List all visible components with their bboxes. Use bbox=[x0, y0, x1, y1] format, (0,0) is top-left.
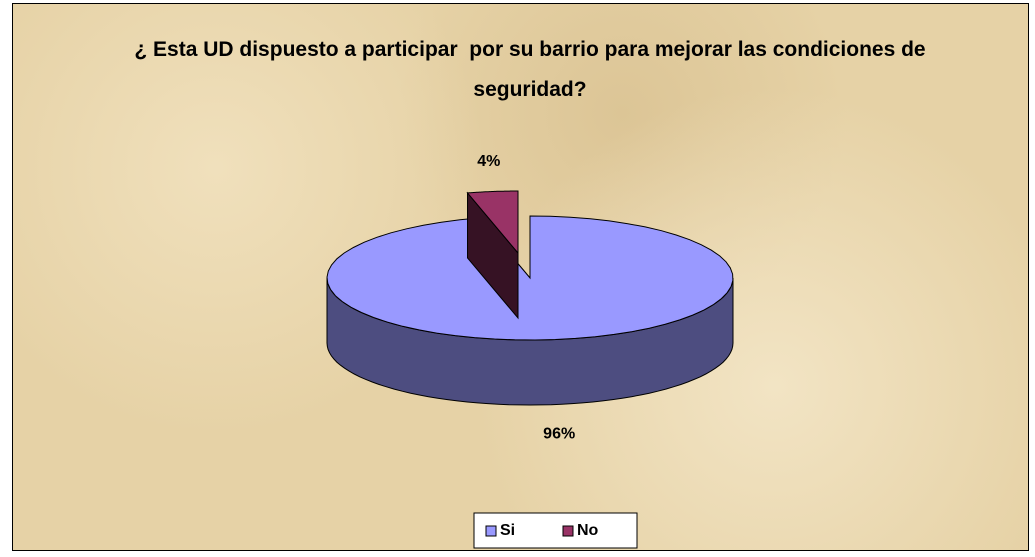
data-label: 4% bbox=[477, 153, 500, 170]
slice bbox=[326, 215, 734, 341]
legend-swatch bbox=[562, 525, 574, 537]
slice bbox=[466, 190, 519, 255]
legend-label: Si bbox=[500, 522, 515, 539]
legend-box bbox=[473, 512, 638, 549]
data-label: 96% bbox=[543, 425, 575, 442]
legend-label: No bbox=[577, 522, 599, 539]
legend-swatch bbox=[485, 525, 497, 537]
chart-title: ¿ Esta UD dispuesto a participar por su … bbox=[134, 38, 932, 101]
